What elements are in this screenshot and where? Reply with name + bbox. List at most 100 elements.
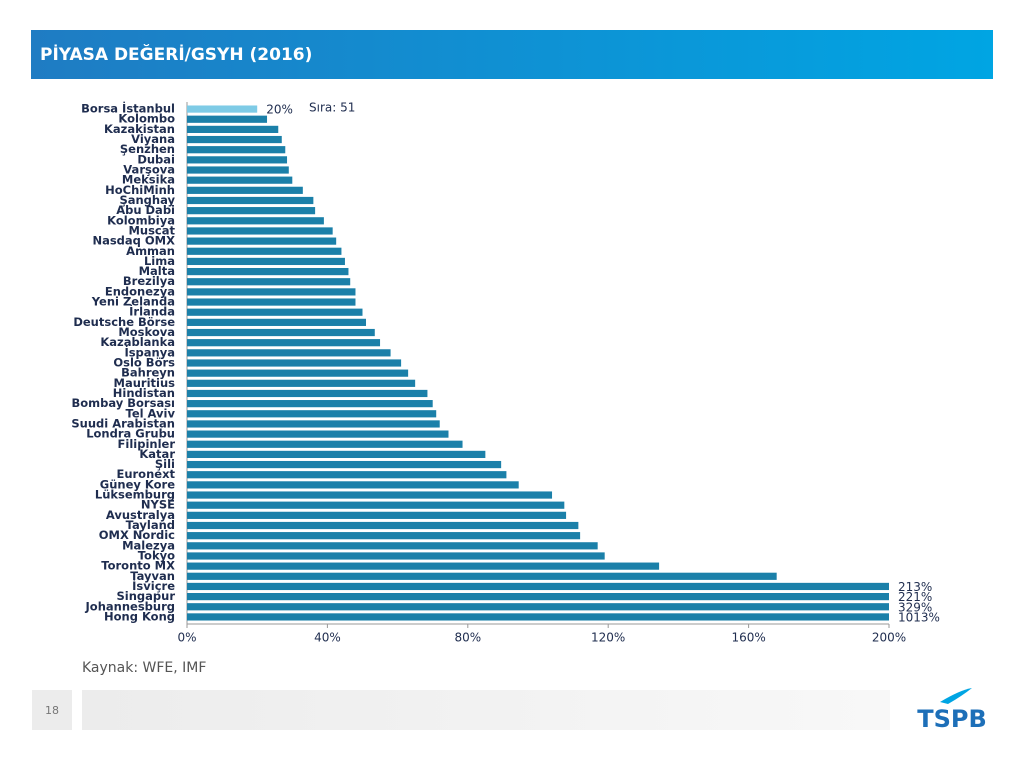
page-box [32,690,72,730]
category-label: Varşova [123,163,175,177]
bar [187,440,463,448]
category-label: Filipinler [118,437,176,451]
category-label: İsviçre [132,578,175,593]
category-label: Euronext [116,467,175,481]
bar [187,247,342,255]
bar [187,227,333,235]
bars [187,105,889,621]
x-tick-label: 160% [731,631,765,645]
bar [187,146,286,154]
category-label: Dubai [137,152,175,166]
bar [187,288,356,296]
category-label: Şenzhen [120,142,175,156]
bar [187,237,337,245]
value-label: 20% [266,103,293,117]
category-label: Borsa İstanbul [81,101,175,116]
bar [187,105,258,113]
bar [187,582,889,591]
bar [187,471,507,479]
category-label: Singapur [117,589,176,603]
bar [187,359,402,367]
bar [187,400,433,408]
category-label: Oslo Börs [113,356,175,370]
category-label: İspanya [124,344,175,359]
category-label: Tokyo [138,548,175,562]
bar [187,532,581,540]
category-label: Meksika [122,173,175,187]
logo: TSPB [917,705,987,733]
page-number: 18 [45,704,59,717]
category-label: Abu Dabi [116,203,175,217]
category-label: Malta [139,264,175,278]
bar [187,166,289,174]
bar [187,135,282,144]
value-label: 221% [898,590,932,604]
chart: 0% 40% 80% 120% 160% 200% Borsa İstanbul 20% Kol… [71,101,940,645]
x-tick-label: 200% [872,631,906,645]
category-label: Brezilya [123,274,175,288]
source: Kaynak: WFE, IMF [82,660,206,676]
category-label: OMX Nordic [99,528,175,542]
category-label: Amman [126,244,175,258]
bar [187,176,293,184]
bar [187,115,268,123]
category-label: Endonezya [105,284,175,298]
category-label: Viyana [131,132,175,146]
category-label: Kazablanka [100,335,175,349]
bar [187,318,367,326]
category-label: Moskova [118,325,175,339]
category-label: Güney Kore [100,477,175,491]
bar [187,491,553,499]
bar [187,349,391,357]
category-label: Hindistan [113,386,175,400]
bar [187,389,428,398]
bar [187,410,437,418]
x-tick-label: 40% [314,631,341,645]
bar [187,379,416,387]
category-label: Katar [139,447,175,461]
bar [187,552,605,560]
bar [187,369,409,377]
slide-title: PİYASA DEĞERİ/GSYH (2016) [40,43,312,65]
bar [187,278,351,286]
category-label: NYSE [141,498,175,512]
value-label: 1013% [898,610,940,624]
bar [187,593,889,601]
category-label: Londra Grubu [86,427,175,441]
bar [187,450,486,459]
category-label: Tayvan [130,569,175,583]
category-label: İrlanda [129,304,175,319]
value-label: 329% [898,600,932,614]
bar [187,267,349,276]
x-tick-label: 0% [177,631,196,645]
bar [187,196,314,205]
category-label: Şili [155,457,175,471]
category-label: Johannesburg [85,599,175,613]
bar [187,430,449,438]
category-label: Malezya [122,538,175,552]
bar [187,125,279,133]
value-label: 213% [898,580,932,594]
category-label: Hong Kong [104,609,175,623]
category-label: Muscat [128,223,175,237]
category-label: Lüksemburg [95,488,175,502]
category-label: Bahreyn [121,366,175,380]
category-label: HoChiMinh [105,183,175,197]
footer-bar [82,690,890,730]
bar [187,420,440,428]
bar [187,298,356,306]
category-label: Avustralya [106,508,175,522]
header-bar [31,30,993,79]
bar [187,328,375,337]
category-label: Deutsche Börse [73,315,175,329]
bar [187,562,660,570]
x-tick-label: 80% [454,631,481,645]
logo-swoosh [940,688,972,704]
bar [187,460,502,469]
annotation: Sıra: 51 [309,101,355,115]
bar [187,156,288,164]
category-label: Yeni Zelanda [91,295,175,309]
bar [187,511,567,519]
